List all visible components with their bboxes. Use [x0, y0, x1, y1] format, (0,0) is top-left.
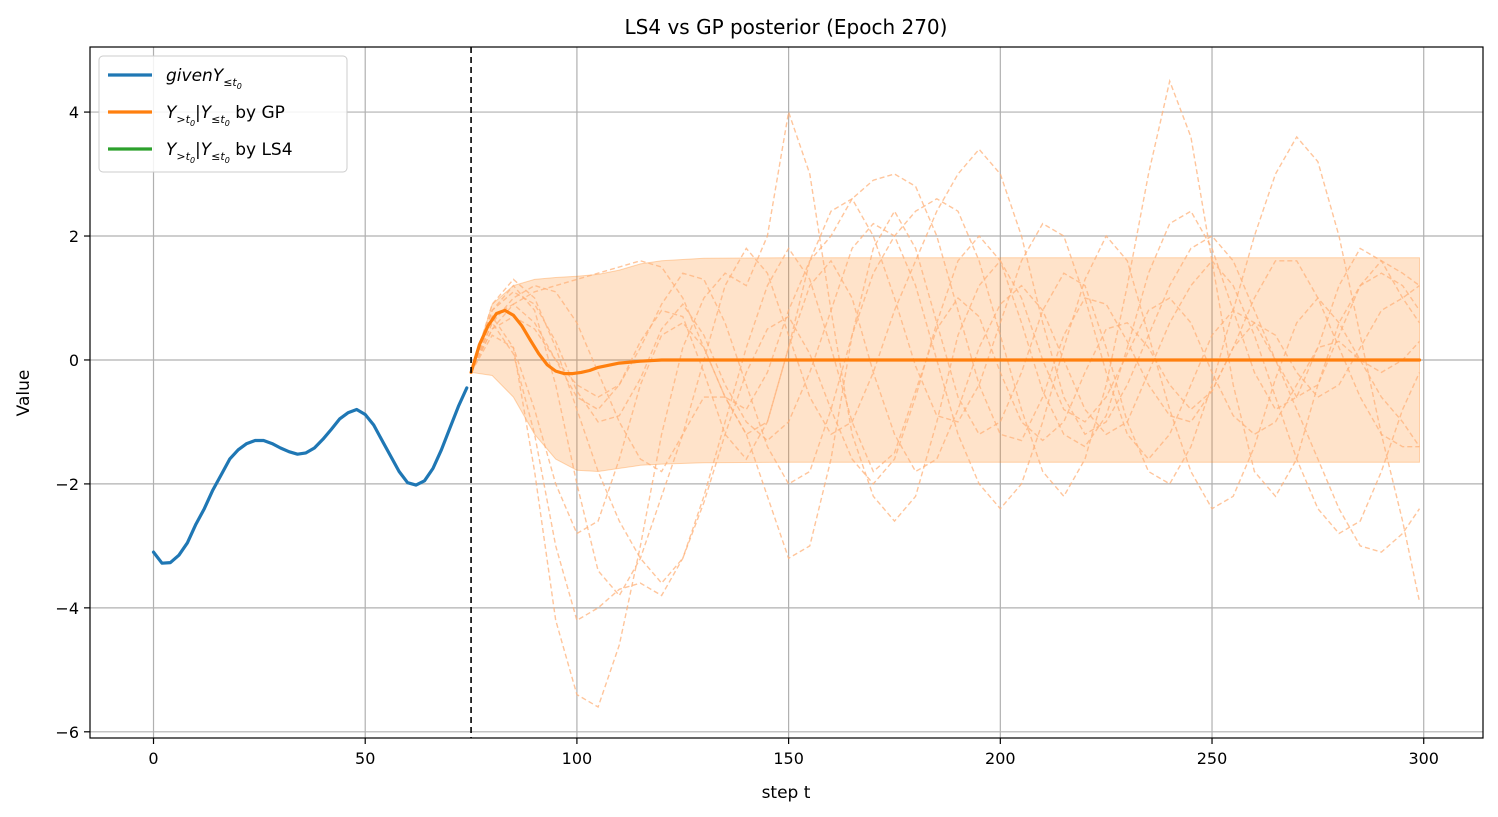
- legend-text-part: t: [186, 150, 191, 163]
- x-tick-label: 150: [773, 749, 804, 768]
- legend-text-part: t: [220, 150, 225, 163]
- gp-posterior-sample: [470, 111, 1421, 709]
- legend-text-part: by GP: [230, 103, 285, 123]
- legend-text-part: >: [176, 113, 185, 126]
- legend-text-part: given: [166, 66, 213, 86]
- legend-text-part: Y: [166, 140, 178, 160]
- legend-text-part: 0: [190, 156, 195, 165]
- y-tick-label: −6: [55, 723, 79, 742]
- gp-posterior-sample: [470, 210, 1421, 585]
- legend-text-part: ≤: [223, 76, 232, 89]
- gp-posterior-sample: [470, 222, 1421, 510]
- legend-text-part: 0: [190, 119, 195, 128]
- x-tick-label: 250: [1197, 749, 1228, 768]
- legend-text-part: t: [232, 76, 237, 89]
- series-layer: [151, 308, 1422, 565]
- legend-text-part: ≤: [211, 150, 220, 163]
- legend-entry-label: Y>t0|Y≤t0 by LS4: [166, 140, 293, 165]
- gp-posterior-sample: [470, 173, 1420, 448]
- y-tick-label: −4: [55, 599, 79, 618]
- gp-posterior-sample: [470, 259, 1421, 535]
- legend-entry-label: givenY≤t0: [166, 66, 242, 91]
- gp-mean-line: [469, 308, 1422, 376]
- legend-text-part: >: [176, 150, 185, 163]
- gp-posterior-sample: [470, 148, 1420, 473]
- legend-text-part: ≤: [211, 113, 220, 126]
- legend-text-part: 0: [225, 156, 230, 165]
- legend-entry-label: Y>t0|Y≤t0 by GP: [166, 103, 285, 128]
- legend: givenY≤t0Y>t0|Y≤t0 by GPY>t0|Y≤t0 by LS4: [98, 55, 348, 173]
- gp-posterior-sample: [470, 135, 1421, 602]
- gp-posterior-sample: [470, 247, 1420, 622]
- legend-text-part: |Y: [195, 103, 213, 123]
- y-tick-label: 4: [69, 103, 79, 122]
- legend-text-part: 0: [225, 119, 230, 128]
- x-tick-label: 100: [562, 749, 593, 768]
- gp-posterior-sample: [470, 197, 1421, 553]
- gp-posterior-sample: [470, 78, 1421, 498]
- x-tick-label: 50: [355, 749, 375, 768]
- y-tick-label: −2: [55, 475, 79, 494]
- legend-text-part: Y: [213, 66, 225, 86]
- legend-text-part: t: [220, 113, 225, 126]
- plot-frame: [89, 46, 1484, 739]
- grid-lines: [90, 47, 1483, 738]
- legend-text-part: Y: [166, 103, 178, 123]
- posterior-samples-layer: [470, 78, 1421, 709]
- x-tick-label: 300: [1408, 749, 1439, 768]
- y-axis-label: Value: [14, 370, 34, 417]
- x-axis-label: step t: [762, 783, 811, 803]
- x-axis: 0 50 100 150 200 250 300: [148, 738, 1439, 768]
- legend-text-part: 0: [237, 82, 242, 91]
- legend-text-part: |Y: [195, 140, 213, 160]
- chart-title: LS4 vs GP posterior (Epoch 270): [625, 15, 948, 39]
- y-axis: −6 −4 −2 0 2 4: [55, 103, 90, 742]
- y-tick-label: 0: [69, 351, 79, 370]
- given-series-line: [151, 386, 469, 565]
- x-tick-label: 0: [148, 749, 158, 768]
- legend-text-part: t: [186, 113, 191, 126]
- legend-text-part: by LS4: [230, 140, 293, 160]
- x-tick-label: 200: [985, 749, 1016, 768]
- y-tick-label: 2: [69, 227, 79, 246]
- legend-box: [98, 55, 348, 173]
